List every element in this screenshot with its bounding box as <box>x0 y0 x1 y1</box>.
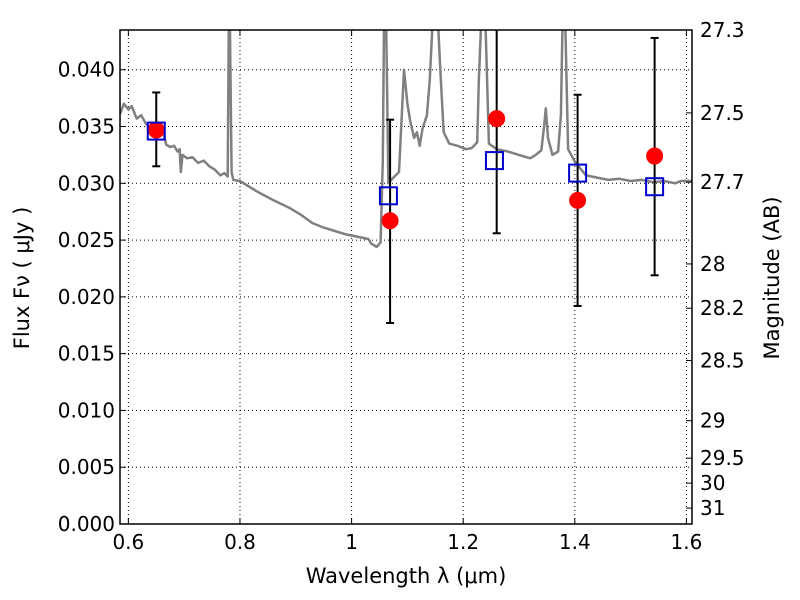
model-photometry-point <box>645 177 665 197</box>
y2-tick-label: 29 <box>700 409 725 433</box>
y-tick-label: 0.005 <box>58 455 115 479</box>
x-axis-label: Wavelength λ (μm) <box>306 564 507 588</box>
model-photometry-point <box>568 163 588 183</box>
x-tick-label: 1.4 <box>559 530 591 554</box>
observed-flux-point <box>569 191 587 209</box>
x-tick-label: 0.6 <box>112 530 144 554</box>
observed-flux-point <box>488 110 506 128</box>
model-photometry-point <box>484 151 504 171</box>
plot-frame <box>119 29 693 525</box>
y2-tick-label: 28.5 <box>700 348 745 372</box>
y-tick-label: 0.010 <box>58 398 115 422</box>
observed-flux-point <box>147 121 165 139</box>
y-tick-label: 0.025 <box>58 228 115 252</box>
y-tick-label: 0.020 <box>58 285 115 309</box>
y-tick-label: 0.030 <box>58 171 115 195</box>
x-tick-label: 1.6 <box>671 530 703 554</box>
y-tick-label: 0.040 <box>58 58 115 82</box>
y2-tick-label: 27.7 <box>700 170 745 194</box>
grid <box>120 30 692 525</box>
plot-area <box>120 30 692 324</box>
y2-tick-label: 30 <box>700 471 725 495</box>
y2-tick-label: 31 <box>700 496 725 520</box>
axes: 0.6 0.8 1 1.2 1.4 1.6 0.000 0.005 0.010 0.015 0.02… <box>58 18 745 554</box>
y2-tick-label: 27.3 <box>700 18 745 42</box>
y-tick-label: 0.015 <box>58 342 115 366</box>
model-photometry-point <box>378 186 398 206</box>
observed-flux-point <box>381 212 399 230</box>
model-spectrum-line <box>120 30 692 249</box>
y2-tick-label: 28.2 <box>700 296 745 320</box>
y-tick-label: 0.035 <box>58 115 115 139</box>
observed-flux-point <box>646 147 664 165</box>
model-photometry-point <box>146 121 166 141</box>
x-tick-label: 1 <box>345 530 358 554</box>
x-tick-label: 0.8 <box>224 530 256 554</box>
y2-axis-label: Magnitude (AB) <box>760 196 784 359</box>
x-tick-label: 1.2 <box>447 530 479 554</box>
y2-tick-label: 27.5 <box>700 101 745 125</box>
y2-tick-label: 28 <box>700 252 725 276</box>
y-axis-label: Flux Fν ( μJy ) <box>10 207 34 350</box>
y-tick-label: 0.000 <box>58 512 115 536</box>
y2-tick-label: 29.5 <box>700 446 745 470</box>
